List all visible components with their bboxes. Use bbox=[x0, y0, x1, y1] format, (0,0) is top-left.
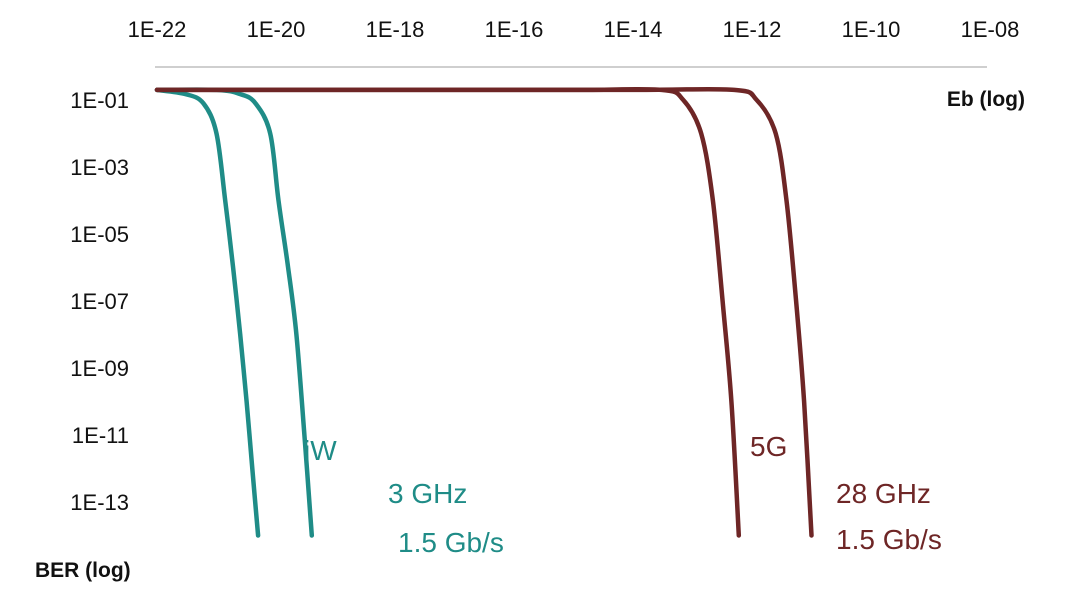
y-tick-label: 1E-05 bbox=[70, 222, 129, 247]
annotations: iW 3 GHz 1.5 Gb/s 5G 28 GHz 1.5 Gb/s bbox=[304, 431, 942, 558]
x-axis-title: Eb (log) bbox=[947, 88, 1025, 111]
annotation-3ghz: 3 GHz bbox=[388, 478, 467, 509]
annotation-1-5gbps-5g: 1.5 Gb/s bbox=[836, 524, 942, 555]
series-lines bbox=[154, 86, 814, 538]
x-tick-label: 1E-20 bbox=[247, 17, 306, 42]
annotation-iw: iW bbox=[304, 435, 337, 466]
annotation-28ghz: 28 GHz bbox=[836, 478, 931, 509]
y-tick-label: 1E-13 bbox=[70, 490, 129, 515]
x-tick-label: 1E-16 bbox=[485, 17, 544, 42]
x-tick-label: 1E-10 bbox=[842, 17, 901, 42]
series-line-5g-28ghz bbox=[154, 86, 742, 538]
series-line-iw-3ghz bbox=[154, 87, 261, 538]
y-tick-label: 1E-01 bbox=[70, 88, 129, 113]
y-tick-label: 1E-07 bbox=[70, 289, 129, 314]
y-tick-label: 1E-03 bbox=[70, 155, 129, 180]
annotation-1-5gbps-iw: 1.5 Gb/s bbox=[398, 527, 504, 558]
series-line-iw bbox=[154, 87, 315, 538]
y-tick-label: 1E-11 bbox=[72, 423, 129, 448]
x-tick-label: 1E-14 bbox=[604, 17, 663, 42]
x-tick-labels: 1E-22 1E-20 1E-18 1E-16 1E-14 1E-12 1E-10 1E-08 bbox=[128, 17, 1020, 42]
y-tick-labels: 1E-01 1E-03 1E-05 1E-07 1E-09 1E-11 1E-13 bbox=[70, 88, 129, 515]
x-tick-label: 1E-22 bbox=[128, 17, 187, 42]
y-axis-title: BER (log) bbox=[35, 559, 131, 582]
y-tick-label: 1E-09 bbox=[70, 356, 129, 381]
x-tick-label: 1E-08 bbox=[961, 17, 1020, 42]
x-tick-label: 1E-12 bbox=[723, 17, 782, 42]
x-tick-label: 1E-18 bbox=[366, 17, 425, 42]
series-line-5g bbox=[154, 86, 814, 538]
annotation-5g: 5G bbox=[750, 431, 787, 462]
